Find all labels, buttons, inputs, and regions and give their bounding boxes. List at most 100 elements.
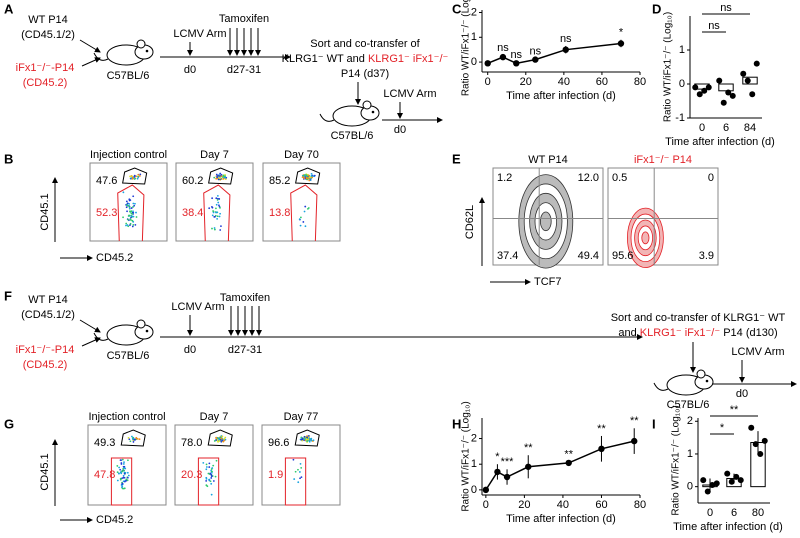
flow-dot — [121, 458, 124, 461]
y-axis-label: Ratio WT/iFx1⁻/⁻ (Log₁₀) — [461, 0, 472, 96]
flow-dot — [212, 464, 215, 467]
flow-dot — [219, 229, 222, 231]
point — [713, 480, 720, 487]
flow-dot — [304, 205, 307, 208]
flow-dot — [131, 215, 133, 218]
label: KLRG1⁻ iFx1⁻/⁻ — [640, 327, 721, 339]
point — [709, 482, 716, 489]
point — [701, 87, 708, 94]
flow-dot — [216, 194, 219, 197]
point — [532, 56, 539, 63]
label: d0 — [736, 388, 748, 400]
gate-value: 78.0 — [181, 437, 202, 449]
y-axis-label: Ratio WT/iFx1⁻/⁻ (Log₁₀) — [663, 12, 674, 122]
point — [740, 70, 747, 77]
y-axis-label: Ratio WT/iFx1⁻/⁻ (Log₁₀) — [671, 405, 682, 515]
flow-dot — [132, 202, 135, 205]
flow-dot — [303, 435, 306, 438]
flow-dot — [215, 459, 218, 462]
flow-dot — [210, 470, 213, 473]
x-tick-label: 84 — [744, 122, 756, 134]
flow-axes: CD45.1 CD45.2 CD62L TCF7 CD45.1 CD45.2 — [39, 177, 562, 526]
arrow — [81, 57, 101, 67]
flow-dot — [215, 436, 218, 439]
y-tick-label: 1 — [471, 458, 477, 470]
flow-dot — [126, 476, 129, 479]
gate-value: 20.3 — [181, 469, 202, 481]
flow-dot — [126, 471, 129, 474]
flow-dot — [129, 224, 131, 227]
quadrant-value: 3.9 — [699, 250, 714, 262]
x-tick-label: 80 — [634, 499, 646, 511]
label: d0 — [394, 124, 406, 136]
point — [757, 450, 764, 457]
flow-dot — [132, 206, 134, 208]
label: LCMV Arm — [731, 346, 784, 358]
flow-dot — [128, 207, 131, 210]
flow-dot — [129, 440, 132, 443]
gate-value: 85.2 — [269, 175, 290, 187]
y-axis-label: Ratio WT/iFx1⁻/⁻ (Log₁₀) — [461, 401, 472, 511]
flow-dot — [129, 175, 131, 178]
x-tick-label: 0 — [485, 76, 491, 88]
label: KLRG1⁻ WT and — [282, 53, 365, 65]
flow-dot — [301, 176, 304, 179]
flow-dot — [137, 173, 140, 176]
flow-dot — [216, 176, 219, 179]
flow-dot — [300, 476, 303, 479]
annotation: ** — [730, 404, 739, 416]
flow-dot — [132, 195, 135, 198]
label: Sort and co-transfer of — [310, 38, 420, 50]
x-tick-label: 6 — [731, 507, 737, 519]
panel-label: F — [4, 288, 12, 303]
annotation: ns — [708, 20, 720, 32]
flow-dot — [123, 472, 126, 475]
y-tick-label: 1 — [679, 44, 685, 56]
flow-dot — [117, 472, 120, 475]
flow-dot — [300, 466, 303, 469]
flow-dot — [206, 485, 209, 488]
panel-label: B — [4, 151, 13, 166]
flow-dot — [120, 463, 123, 465]
label: P14 (d37) — [341, 68, 389, 80]
y-tick-label: -1 — [675, 112, 685, 124]
flow-dot — [308, 174, 310, 177]
flow-frame — [261, 424, 341, 506]
x-axis-label: Time after infection (d) — [506, 90, 616, 102]
flow-dot — [219, 177, 221, 180]
flow-dot — [213, 227, 216, 229]
label: d0 — [184, 64, 196, 76]
flow-dot — [120, 472, 123, 475]
point — [761, 437, 768, 444]
gate-value: 38.4 — [182, 207, 203, 219]
plot-title: WT P14 — [528, 154, 568, 166]
flow-dot — [130, 207, 133, 209]
flow-dot — [137, 175, 139, 178]
flow-dot — [211, 214, 214, 217]
flow-dot — [122, 216, 124, 219]
flow-dot — [303, 438, 306, 441]
label: (CD45.1/2) — [21, 309, 75, 321]
point — [562, 46, 569, 53]
flow-dot — [223, 439, 226, 442]
flow-dot — [293, 478, 296, 480]
flow-dot — [305, 438, 308, 440]
flow-dot — [209, 472, 212, 475]
flow-dot — [136, 437, 139, 440]
plot-title: Day 7 — [200, 149, 229, 161]
flow-dot — [217, 177, 220, 179]
flow-dot — [130, 210, 133, 213]
mouse-icon — [93, 319, 154, 346]
point — [499, 53, 507, 61]
flow-dot — [308, 176, 311, 179]
flow-dot — [116, 465, 119, 467]
y-tick-label: 0 — [687, 481, 693, 493]
x-tick-label: 6 — [723, 122, 729, 134]
point — [720, 99, 727, 106]
flow-dot — [223, 437, 226, 440]
arrow — [81, 337, 101, 347]
quadrant-value: 12.0 — [578, 172, 599, 184]
axis-label: CD45.1 — [39, 193, 51, 230]
flow-dot — [128, 203, 131, 205]
quadrant-value: 0.5 — [612, 172, 627, 184]
